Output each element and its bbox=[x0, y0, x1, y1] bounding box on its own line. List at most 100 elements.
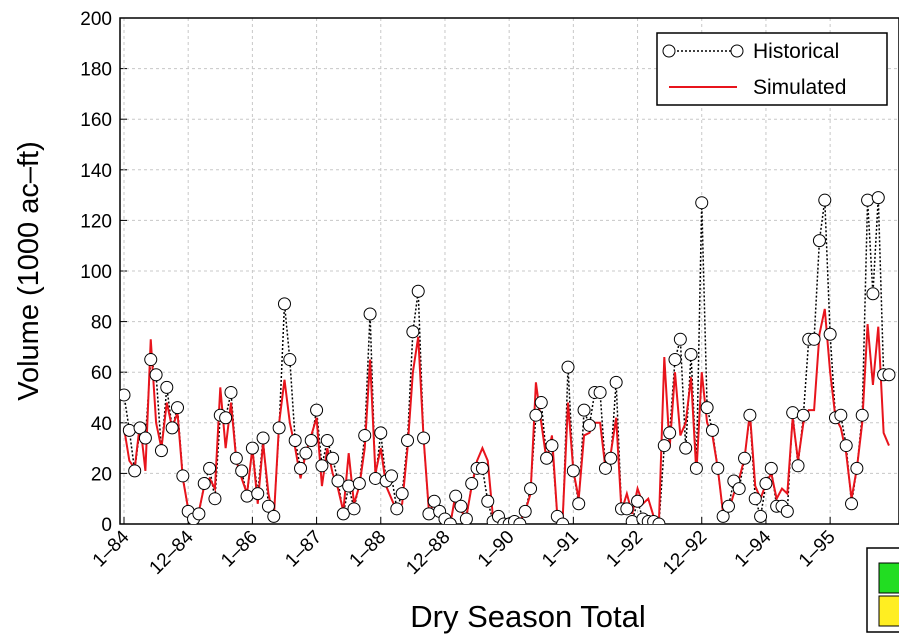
data-point bbox=[850, 461, 864, 475]
data-point bbox=[224, 385, 238, 399]
data-point bbox=[304, 434, 318, 448]
data-point bbox=[406, 325, 420, 339]
data-point bbox=[620, 502, 634, 516]
data-point bbox=[582, 418, 596, 432]
data-point bbox=[342, 479, 356, 493]
y-tick-label: 40 bbox=[91, 414, 112, 435]
x-tick-label: 1–88 bbox=[346, 527, 391, 572]
data-point bbox=[267, 509, 281, 523]
x-tick-label: 1–87 bbox=[281, 527, 326, 572]
data-point bbox=[128, 464, 142, 478]
data-point bbox=[240, 489, 254, 503]
y-tick-label: 20 bbox=[91, 464, 112, 485]
x-tick-label: 12–92 bbox=[659, 527, 711, 579]
data-point bbox=[272, 421, 286, 435]
data-point bbox=[401, 434, 415, 448]
data-point bbox=[160, 380, 174, 394]
data-point bbox=[336, 507, 350, 521]
data-point bbox=[299, 446, 313, 460]
data-point bbox=[219, 411, 233, 425]
data-point bbox=[358, 428, 372, 442]
data-point bbox=[754, 509, 768, 523]
data-point bbox=[566, 464, 580, 478]
data-point bbox=[796, 408, 810, 422]
data-point bbox=[149, 368, 163, 382]
data-point bbox=[133, 421, 147, 435]
data-point bbox=[320, 434, 334, 448]
y-tick-label: 180 bbox=[80, 60, 112, 81]
data-point bbox=[245, 441, 259, 455]
data-point bbox=[818, 193, 832, 207]
legend-marker bbox=[662, 44, 676, 58]
y-tick-label: 120 bbox=[80, 211, 112, 232]
data-point bbox=[764, 461, 778, 475]
x-tick-label: 12–88 bbox=[402, 527, 454, 579]
series-line bbox=[123, 308, 890, 524]
data-point bbox=[625, 514, 639, 524]
y-tick-label: 60 bbox=[91, 363, 112, 384]
data-point bbox=[331, 474, 345, 488]
data-point bbox=[711, 461, 725, 475]
data-point bbox=[165, 421, 179, 435]
data-point bbox=[283, 353, 297, 367]
data-point bbox=[192, 507, 206, 521]
data-point bbox=[417, 431, 431, 445]
y-tick-label: 160 bbox=[80, 110, 112, 131]
x-axis-title: Dry Season Total bbox=[410, 599, 646, 634]
data-point bbox=[577, 403, 591, 417]
x-tick-label: 1–92 bbox=[602, 527, 647, 572]
data-point bbox=[513, 517, 527, 524]
data-point bbox=[459, 512, 473, 524]
data-point bbox=[866, 287, 880, 301]
data-point bbox=[518, 504, 532, 518]
data-point bbox=[839, 439, 853, 453]
data-point bbox=[251, 487, 265, 501]
data-point bbox=[786, 406, 800, 420]
data-point bbox=[812, 234, 826, 248]
data-point bbox=[449, 489, 463, 503]
data-point bbox=[759, 477, 773, 491]
x-tick-label: 1–90 bbox=[474, 527, 519, 572]
x-tick-label: 12–84 bbox=[146, 526, 199, 579]
data-point bbox=[256, 431, 270, 445]
y-axis-title: Volume (1000 ac–ft) bbox=[13, 141, 45, 401]
data-point bbox=[481, 494, 495, 508]
data-point bbox=[604, 451, 618, 465]
data-point bbox=[229, 451, 243, 465]
data-point bbox=[529, 408, 543, 422]
data-point bbox=[277, 297, 291, 311]
data-point bbox=[572, 497, 586, 511]
data-point bbox=[315, 459, 329, 473]
data-point bbox=[534, 396, 548, 410]
status-swatch bbox=[866, 547, 899, 633]
data-point bbox=[598, 461, 612, 475]
data-point bbox=[679, 441, 693, 455]
data-point bbox=[368, 471, 382, 485]
data-point bbox=[791, 459, 805, 473]
data-point bbox=[657, 439, 671, 453]
data-point bbox=[427, 494, 441, 508]
data-point bbox=[465, 477, 479, 491]
data-point bbox=[738, 451, 752, 465]
x-tick-label: 1–94 bbox=[731, 526, 776, 571]
data-point bbox=[689, 461, 703, 475]
data-point bbox=[845, 497, 859, 511]
data-point bbox=[475, 461, 489, 475]
data-point bbox=[144, 353, 158, 367]
y-tick-label: 140 bbox=[80, 161, 112, 182]
data-point bbox=[861, 193, 875, 207]
data-point bbox=[122, 423, 136, 437]
data-point bbox=[673, 332, 687, 346]
data-point bbox=[352, 477, 366, 491]
data-point bbox=[120, 388, 131, 402]
x-tick-label: 1–84 bbox=[89, 526, 134, 571]
data-point bbox=[384, 469, 398, 483]
legend: Historical Simulated bbox=[656, 32, 888, 106]
legend-label: Historical bbox=[753, 40, 839, 63]
data-point bbox=[540, 451, 554, 465]
data-point bbox=[395, 487, 409, 501]
data-point bbox=[235, 464, 249, 478]
data-point bbox=[288, 434, 302, 448]
data-point bbox=[780, 504, 794, 518]
